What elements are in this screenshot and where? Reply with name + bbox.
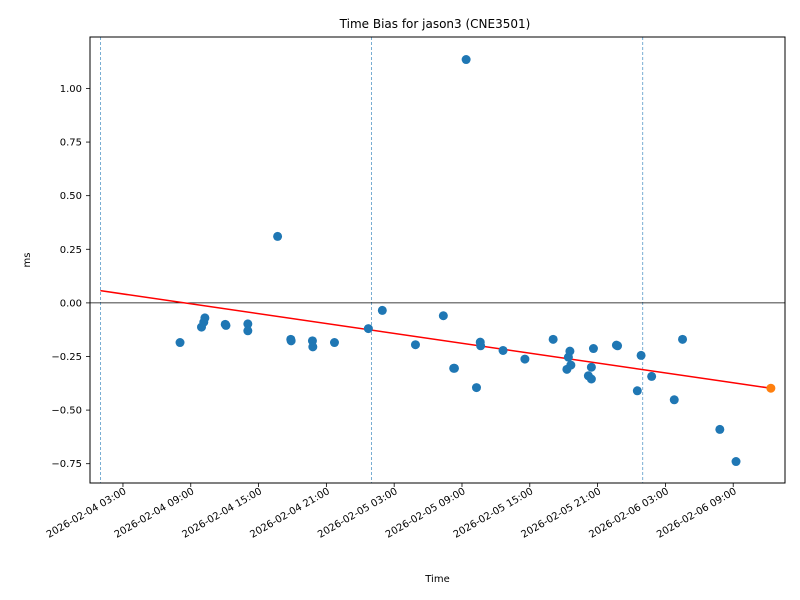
y-tick-label: 0.00 — [60, 298, 82, 309]
data-point — [586, 362, 596, 372]
data-point — [410, 340, 420, 350]
data-point — [731, 457, 741, 467]
data-point — [471, 383, 481, 393]
plot-frame — [89, 36, 786, 484]
data-point — [363, 324, 373, 334]
data-point — [520, 354, 530, 364]
x-axis-label: Time — [424, 574, 449, 585]
data-point — [476, 341, 486, 351]
data-point — [273, 231, 283, 241]
trend-line — [100, 289, 771, 389]
y-tick-label: 0.25 — [60, 245, 82, 256]
data-point — [586, 374, 596, 384]
data-point — [200, 313, 210, 323]
data-point — [632, 386, 642, 396]
data-point — [588, 344, 598, 354]
y-axis-label: ms — [22, 253, 33, 268]
latest-data-point — [766, 383, 776, 393]
data-point — [613, 341, 623, 351]
data-point — [221, 320, 231, 330]
data-point — [286, 336, 296, 346]
data-point — [498, 345, 508, 355]
plot-area — [89, 36, 786, 484]
data-point — [636, 350, 646, 360]
data-point — [678, 334, 688, 344]
data-point — [566, 360, 576, 370]
data-point — [669, 395, 679, 405]
y-tick-label: −0.50 — [51, 406, 82, 417]
data-point — [715, 424, 725, 434]
data-point — [243, 319, 253, 329]
data-point — [438, 311, 448, 321]
data-point — [449, 363, 459, 373]
y-axis: −0.75 −0.50 −0.25 0.00 0.25 0.50 0.75 1.00 — [51, 84, 90, 470]
data-point — [647, 371, 657, 381]
data-point — [461, 55, 471, 65]
data-point — [548, 334, 558, 344]
data-point — [377, 305, 387, 315]
y-tick-label: −0.75 — [51, 459, 82, 470]
y-tick-label: −0.25 — [51, 352, 82, 363]
y-tick-label: 0.75 — [60, 138, 82, 149]
y-tick-label: 0.50 — [60, 191, 82, 202]
data-point — [329, 338, 339, 348]
day-boundary-lines — [100, 37, 644, 483]
y-tick-label: 1.00 — [60, 84, 82, 95]
data-point — [565, 346, 575, 356]
data-point — [243, 326, 253, 336]
data-point — [175, 338, 185, 348]
data-point — [308, 342, 318, 352]
data-points — [175, 55, 776, 467]
chart-title: Time Bias for jason3 (CNE3501) — [339, 17, 531, 31]
